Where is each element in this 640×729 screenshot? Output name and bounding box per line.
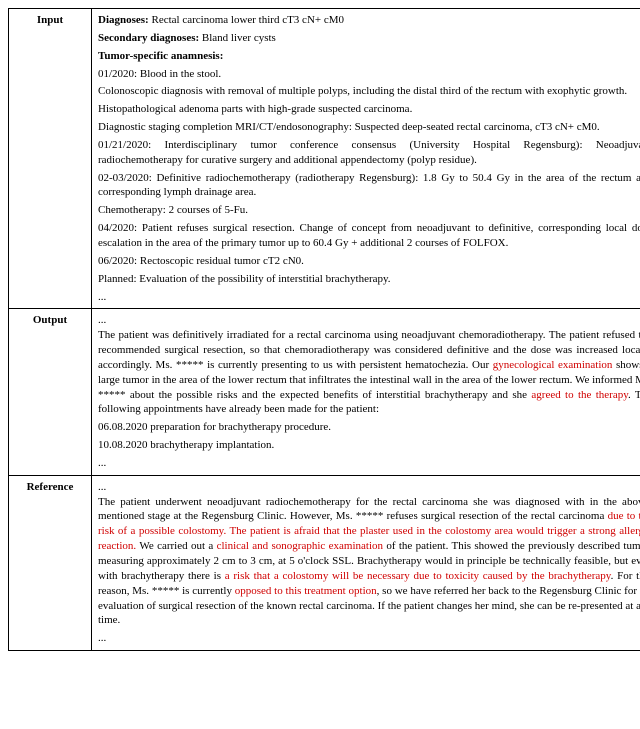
output-r1: gynecological examination	[493, 359, 613, 371]
output-row: Output ... The patient was definitively …	[9, 309, 640, 475]
reference-ellipsis-bottom: ...	[98, 631, 640, 646]
case-table: Input Diagnoses: Rectal carcinoma lower …	[8, 8, 640, 651]
output-r2: agreed to the therapy	[531, 389, 628, 401]
secondary-line: Secondary diagnoses: Bland liver cysts	[98, 31, 640, 46]
input-p10: Planned: Evaluation of the possibility o…	[98, 272, 640, 287]
reference-r4: opposed to this treatment option	[235, 585, 377, 597]
reference-content: ... The patient underwent neoadjuvant ra…	[92, 475, 640, 650]
output-content: ... The patient was definitively irradia…	[92, 309, 640, 475]
anamnesis-label: Tumor-specific anamnesis:	[98, 49, 640, 64]
reference-r2: clinical and sonographic examination	[217, 540, 383, 552]
reference-t2: We carried out a	[136, 540, 216, 552]
input-p1: 01/2020: Blood in the stool.	[98, 67, 640, 82]
output-label: Output	[9, 309, 92, 475]
input-label: Input	[9, 9, 92, 309]
diagnoses-label: Diagnoses:	[98, 14, 149, 26]
diagnoses-text: Rectal carcinoma lower third cT3 cN+ cM0	[149, 14, 344, 26]
input-p3: Histopathological adenoma parts with hig…	[98, 102, 640, 117]
output-appt1: 06.08.2020 preparation for brachytherapy…	[98, 420, 640, 435]
diagnoses-line: Diagnoses: Rectal carcinoma lower third …	[98, 13, 640, 28]
secondary-label: Secondary diagnoses:	[98, 32, 199, 44]
input-p8: 04/2020: Patient refuses surgical resect…	[98, 221, 640, 251]
input-p6: 02-03/2020: Definitive radiochemotherapy…	[98, 171, 640, 201]
secondary-text: Bland liver cysts	[199, 32, 276, 44]
input-row: Input Diagnoses: Rectal carcinoma lower …	[9, 9, 640, 309]
reference-body: The patient underwent neoadjuvant radioc…	[98, 495, 640, 629]
reference-label: Reference	[9, 475, 92, 650]
output-appt2: 10.08.2020 brachytherapy implantation.	[98, 438, 640, 453]
input-p4: Diagnostic staging completion MRI/CT/end…	[98, 120, 640, 135]
reference-row: Reference ... The patient underwent neoa…	[9, 475, 640, 650]
input-p9: 06/2020: Rectoscopic residual tumor cT2 …	[98, 254, 640, 269]
input-ellipsis: ...	[98, 290, 640, 305]
input-content: Diagnoses: Rectal carcinoma lower third …	[92, 9, 640, 309]
input-p2: Colonoscopic diagnosis with removal of m…	[98, 84, 640, 99]
input-p5: 01/21/2020: Interdisciplinary tumor conf…	[98, 138, 640, 168]
reference-r3: a risk that a colostomy will be necessar…	[225, 570, 611, 582]
reference-ellipsis-top: ...	[98, 480, 640, 495]
input-p7: Chemotherapy: 2 courses of 5-Fu.	[98, 203, 640, 218]
output-ellipsis-top: ...	[98, 313, 640, 328]
reference-t1: The patient underwent neoadjuvant radioc…	[98, 496, 640, 523]
output-body: The patient was definitively irradiated …	[98, 328, 640, 417]
output-ellipsis-bottom: ...	[98, 456, 640, 471]
